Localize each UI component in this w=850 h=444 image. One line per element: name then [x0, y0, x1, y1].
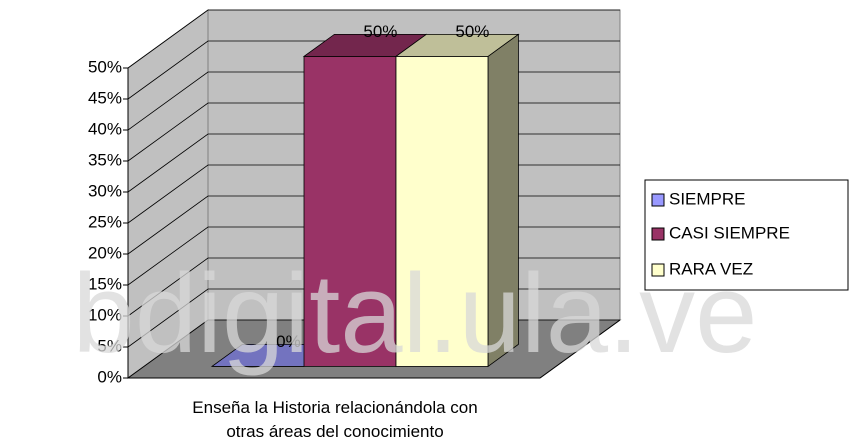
legend-swatch: [651, 193, 665, 207]
legend-label: CASI SIEMPRE: [669, 223, 790, 242]
y-tick-label: 20%: [88, 243, 122, 262]
y-tick-label: 0%: [97, 367, 122, 386]
bar: [394, 33, 520, 368]
data-label: 50%: [363, 22, 397, 41]
bars: [210, 33, 520, 368]
legend: [644, 179, 849, 291]
bar-top: [394, 33, 520, 57]
legend-entries: SIEMPRE CASI SIEMPRE RARA VEZ: [651, 189, 790, 278]
y-tick-label: 15%: [88, 274, 122, 293]
legend-label: RARA VEZ: [669, 259, 753, 278]
y-tick-label: 30%: [88, 181, 122, 200]
x-category-label: Enseña la Historia relacionándola con ot…: [192, 398, 478, 441]
y-tick-label: 5%: [97, 336, 122, 355]
data-label: 50%: [455, 22, 489, 41]
data-label: 0%: [276, 332, 301, 351]
y-tick-label: 40%: [88, 119, 122, 138]
watermark: bdigital.ula.ve: [73, 251, 758, 376]
y-tick-label: 50%: [88, 57, 122, 76]
legend-swatch: [651, 227, 665, 241]
y-tick-label: 45%: [88, 88, 122, 107]
y-tick-label: 10%: [88, 305, 122, 324]
depth-axis: [539, 319, 621, 379]
y-tick-label: 25%: [88, 212, 122, 231]
grid-line: [127, 9, 620, 69]
legend-swatch: [651, 263, 665, 277]
legend-label: SIEMPRE: [669, 189, 746, 208]
y-tick-label: 35%: [88, 150, 122, 169]
